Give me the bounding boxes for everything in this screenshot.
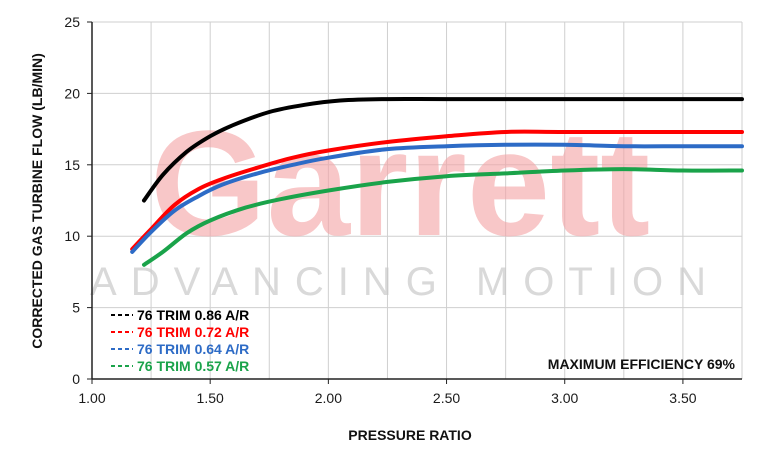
x-tick-label: 2.00 (315, 390, 342, 406)
y-tick-label: 15 (64, 157, 80, 173)
series-line-2 (130, 129, 744, 252)
x-tick-label: 2.50 (433, 390, 460, 406)
tick-labels: 1.00 1.50 2.00 2.50 3.00 3.50 0 5 10 15 20 25 (64, 14, 696, 406)
x-tick-label: 1.00 (78, 390, 105, 406)
axes (87, 21, 742, 384)
legend-label: 76 TRIM 0.64 A/R (137, 341, 249, 357)
legend-item: 76 TRIM 0.72 A/R (111, 324, 249, 340)
watermark: Garrett ADVANCING MOTION (90, 99, 720, 304)
x-tick-label: 3.50 (669, 390, 696, 406)
legend-item: 76 TRIM 0.57 A/R (111, 358, 249, 374)
legend: 76 TRIM 0.86 A/R76 TRIM 0.72 A/R76 TRIM … (111, 307, 249, 374)
series-line-3 (130, 142, 744, 254)
x-axis-title: PRESSURE RATIO (348, 427, 472, 443)
legend-item: 76 TRIM 0.86 A/R (111, 307, 249, 323)
grid (92, 21, 743, 379)
legend-label: 76 TRIM 0.72 A/R (137, 324, 249, 340)
y-axis-title: CORRECTED GAS TURBINE FLOW (LB/MIN) (29, 53, 45, 349)
y-tick-label: 10 (64, 228, 80, 244)
series-line-1 (142, 97, 744, 203)
x-tick-label: 3.00 (551, 390, 578, 406)
x-tick-label: 1.50 (197, 390, 224, 406)
y-tick-label: 5 (72, 300, 80, 316)
y-tick-label: 25 (64, 14, 80, 30)
y-tick-label: 0 (72, 371, 80, 387)
y-tick-label: 20 (64, 85, 80, 101)
legend-label: 76 TRIM 0.57 A/R (137, 358, 249, 374)
series-group (130, 97, 744, 267)
legend-label: 76 TRIM 0.86 A/R (137, 307, 249, 323)
series-line-4 (142, 167, 744, 267)
legend-item: 76 TRIM 0.64 A/R (111, 341, 249, 357)
max-efficiency-annotation: MAXIMUM EFFICIENCY 69% (548, 356, 736, 372)
watermark-tagline: ADVANCING MOTION (90, 260, 720, 304)
